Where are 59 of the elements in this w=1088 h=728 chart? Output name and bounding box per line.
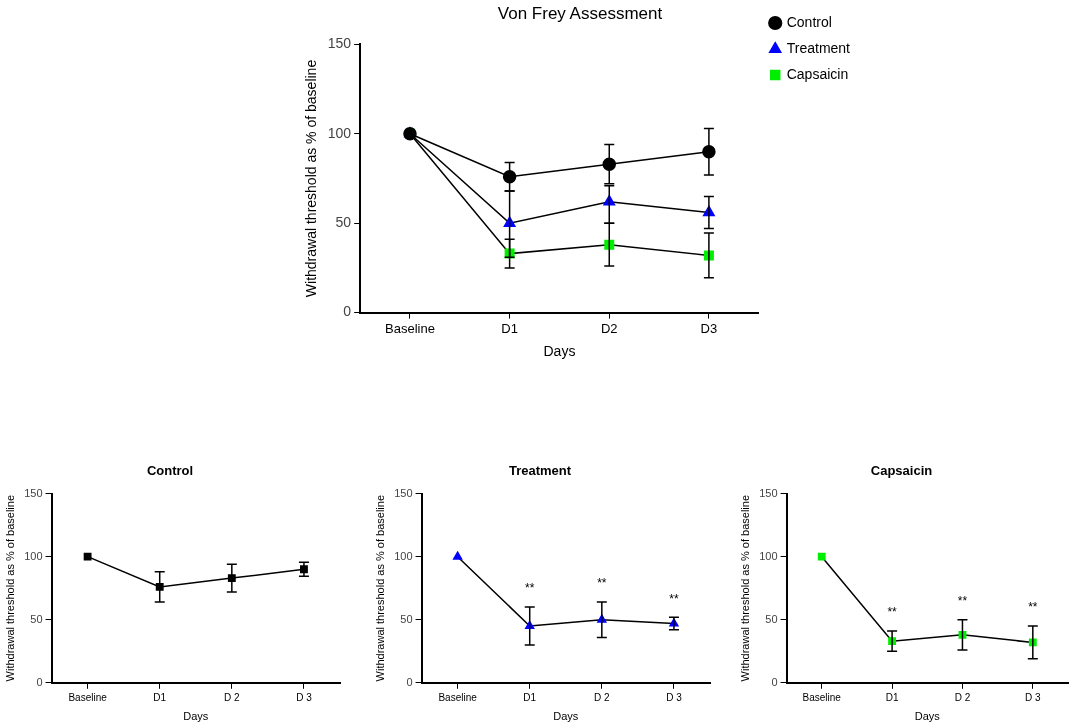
x-tick-label: D 2 (954, 691, 971, 703)
x-axis-title: Days (543, 343, 576, 360)
x-tick-label: D1 (501, 320, 518, 336)
point (502, 169, 517, 184)
x-tick-label: D 2 (224, 691, 241, 703)
x-tick-label: Baseline (802, 691, 842, 703)
legend-label: Control (786, 13, 832, 30)
x-tick-label: Baseline (438, 691, 478, 703)
x-tick-label: Baseline (385, 320, 435, 336)
annotation: ** (525, 581, 535, 596)
y-tick-label: 0 (36, 675, 43, 688)
x-tick-label: D 3 (1025, 691, 1042, 703)
point (83, 552, 92, 561)
point (817, 552, 826, 561)
y-axis-title: Withdrawal threshold as % of baseline (303, 59, 320, 298)
y-tick-label: 100 (24, 549, 43, 562)
x-tick-label: D2 (600, 320, 618, 336)
y-tick-label: 50 (400, 612, 413, 625)
chart-title: Treatment (508, 463, 572, 479)
y-tick-label: 150 (327, 35, 352, 52)
point (155, 583, 164, 591)
x-tick-label: D 3 (296, 691, 313, 703)
x-tick-label: D1 (885, 691, 899, 703)
x-tick-label: Baseline (68, 691, 108, 703)
y-tick-label: 100 (394, 549, 413, 562)
x-axis-title: Days (183, 710, 209, 723)
x-tick-label: D 2 (594, 691, 611, 703)
y-tick-label: 0 (343, 303, 352, 320)
y-axis-title: Withdrawal threshold as % of baseline (738, 494, 751, 682)
annotation: ** (669, 591, 679, 606)
point (452, 551, 463, 560)
chart-title: Capsaicin (870, 463, 933, 479)
x-tick-label: D1 (523, 691, 537, 703)
chart-title: Control (146, 463, 194, 479)
y-tick-label: 150 (24, 486, 43, 499)
y-tick-label: 50 (335, 214, 352, 231)
y-axis-title: Withdrawal threshold as % of baseline (373, 494, 386, 682)
legend-label: Capsaicin (786, 65, 849, 82)
y-tick-label: 50 (765, 612, 778, 625)
y-tick-label: 150 (759, 486, 778, 499)
y-tick-label: 0 (406, 675, 413, 688)
y-tick-label: 150 (394, 486, 413, 499)
annotation: ** (887, 605, 898, 620)
annotation: ** (957, 594, 968, 609)
x-tick-label: D 3 (666, 691, 683, 703)
x-axis-title: Days (553, 710, 579, 723)
point (602, 157, 617, 171)
y-tick-label: 0 (771, 675, 778, 688)
legend-label: Treatment (786, 39, 851, 56)
chart-title: Von Frey Assessment (497, 3, 663, 23)
x-tick-label: D1 (153, 691, 167, 703)
annotation: ** (1028, 600, 1038, 615)
x-axis-title: Days (914, 710, 941, 723)
x-tick-label: D3 (700, 320, 718, 336)
y-tick-label: 100 (759, 549, 778, 562)
y-axis-title: Withdrawal threshold as % of baseline (3, 494, 16, 682)
y-tick-label: 100 (327, 124, 352, 141)
y-tick-label: 50 (30, 612, 43, 625)
annotation: ** (597, 576, 607, 591)
